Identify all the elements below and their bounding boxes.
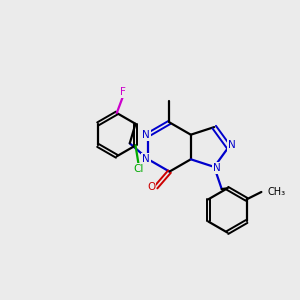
Text: N: N <box>142 154 150 164</box>
Text: Cl: Cl <box>133 164 144 174</box>
Text: CH₃: CH₃ <box>267 187 286 197</box>
Text: N: N <box>228 140 236 151</box>
Text: F: F <box>120 87 126 97</box>
Text: O: O <box>147 182 155 192</box>
Text: N: N <box>142 130 150 140</box>
Text: N: N <box>213 163 221 173</box>
